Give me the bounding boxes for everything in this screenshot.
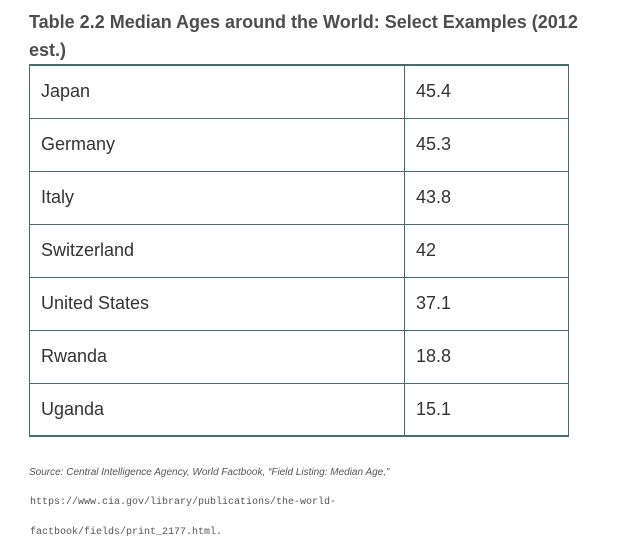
- table-row: Germany 45.3: [29, 117, 569, 172]
- median-ages-table: Japan 45.4 Germany 45.3 Italy 43.8 Switzerland…: [29, 64, 569, 437]
- country-cell: Rwanda: [29, 329, 405, 384]
- table-title: Table 2.2 Median Ages around the World: …: [29, 12, 578, 60]
- table-row: United States 37.1: [29, 276, 569, 331]
- table-row: Japan 45.4: [29, 64, 569, 119]
- country-cell: Japan: [29, 64, 405, 119]
- table-row: Switzerland 42: [29, 223, 569, 278]
- country-cell: Italy: [29, 170, 405, 225]
- table-row: Rwanda 18.8: [29, 329, 569, 384]
- source-url-line-2[interactable]: factbook/fields/print_2177.html.: [30, 527, 223, 538]
- country-cell: Switzerland: [29, 223, 405, 278]
- source-url-text[interactable]: factbook/fields/print_2177.html: [30, 527, 217, 538]
- source-url-line-1[interactable]: https://www.cia.gov/library/publications…: [30, 497, 337, 508]
- median-age-cell: 45.3: [404, 117, 569, 172]
- median-age-cell: 43.8: [404, 170, 569, 225]
- median-age-cell: 45.4: [404, 64, 569, 119]
- table-row: Uganda 15.1: [29, 382, 569, 437]
- median-age-cell: 37.1: [404, 276, 569, 331]
- country-cell: Germany: [29, 117, 405, 172]
- country-cell: Uganda: [29, 382, 405, 437]
- median-age-cell: 15.1: [404, 382, 569, 437]
- median-age-cell: 42: [404, 223, 569, 278]
- table-row: Italy 43.8: [29, 170, 569, 225]
- source-note: Source: Central Intelligence Agency, Wor…: [29, 467, 390, 478]
- country-cell: United States: [29, 276, 405, 331]
- median-age-cell: 18.8: [404, 329, 569, 384]
